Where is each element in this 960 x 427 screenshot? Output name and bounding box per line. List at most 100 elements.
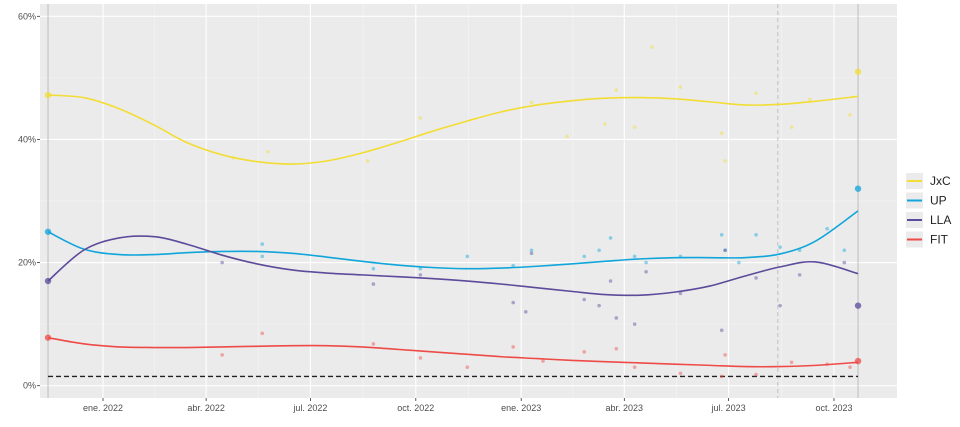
x-axis: ene. 2022 abr. 2022 jul. 2022 oct. 2022 ene.… — [83, 398, 853, 413]
up-poll-point — [754, 233, 758, 237]
jxc-trend-line — [47, 94, 859, 165]
lla-poll-point — [854, 302, 862, 309]
y-axis: 0% 20% 40% 60% — [18, 11, 40, 391]
up-poll-point — [371, 266, 376, 271]
up-poll-point — [465, 254, 470, 259]
x-tick-label: oct. 2022 — [397, 403, 434, 413]
jxc-poll-point — [614, 88, 619, 92]
fit-poll-point — [582, 350, 587, 354]
up-poll-point — [644, 260, 648, 265]
up-poll-point — [418, 266, 423, 271]
y-tick-label: 60% — [18, 11, 36, 21]
x-tick-label: oct. 2023 — [815, 403, 852, 413]
lla-poll-point — [842, 260, 847, 265]
fit-poll-point — [511, 345, 515, 349]
up-trend-line — [47, 210, 859, 270]
trend-lines — [47, 94, 859, 368]
jxc-poll-point — [854, 68, 862, 75]
lla-poll-point — [418, 273, 423, 277]
fit-poll-point — [371, 342, 376, 346]
jxc-poll-point — [632, 125, 637, 129]
lla-poll-point — [797, 273, 802, 277]
lla-poll-point — [644, 269, 648, 274]
jxc-poll-point — [789, 125, 794, 129]
fit-poll-point — [723, 353, 727, 357]
jxc-poll-point — [678, 85, 683, 89]
up-poll-point — [529, 248, 534, 253]
y-tick-label: 0% — [23, 381, 36, 391]
fit-poll-point — [465, 365, 470, 370]
up-poll-point — [854, 185, 862, 192]
fit-poll-point — [260, 331, 265, 336]
up-poll-point — [825, 226, 829, 231]
fit-poll-point — [848, 365, 852, 370]
y-tick-label: 20% — [18, 258, 36, 268]
up-poll-point — [608, 236, 613, 240]
jxc-poll-point — [723, 159, 727, 163]
jxc-poll-point — [754, 91, 758, 96]
poll-points — [44, 45, 862, 379]
fit-poll-point — [418, 356, 423, 360]
jxc-poll-point — [719, 131, 724, 136]
fit-poll-point — [754, 372, 758, 377]
fit-poll-point — [44, 334, 52, 341]
x-tick-label: ene. 2022 — [83, 403, 123, 413]
x-tick-label: abr. 2023 — [606, 403, 644, 413]
jxc-poll-point — [565, 134, 569, 139]
jxc-poll-point — [603, 122, 607, 126]
up-poll-point — [723, 248, 727, 253]
lla-poll-point — [371, 282, 376, 286]
major-gridlines — [40, 4, 897, 398]
up-legend-label: UP — [930, 194, 947, 208]
lla-poll-point — [582, 297, 587, 302]
lla-poll-point — [529, 251, 534, 256]
jxc-poll-point — [529, 100, 534, 105]
fit-poll-point — [678, 371, 683, 376]
up-poll-point — [260, 242, 265, 246]
fit-poll-point — [854, 357, 862, 365]
minor-gridlines — [40, 4, 897, 398]
lla-poll-point — [523, 310, 528, 314]
lla-poll-point — [632, 322, 637, 326]
y-tick-label: 40% — [18, 134, 36, 144]
lla-poll-point — [220, 260, 224, 265]
lla-poll-point — [723, 248, 727, 253]
lla-poll-point — [608, 279, 613, 283]
fit-poll-point — [632, 365, 637, 370]
up-poll-point — [511, 263, 515, 268]
fit-trend-line — [47, 336, 859, 368]
up-poll-point — [737, 260, 741, 265]
fit-poll-point — [614, 346, 619, 351]
fit-poll-point — [220, 353, 224, 357]
up-poll-point — [632, 254, 637, 259]
x-tick-label: jul. 2023 — [711, 403, 746, 413]
jxc-poll-point — [650, 45, 654, 49]
fit-legend-label: FIT — [930, 233, 949, 247]
lla-poll-point — [754, 276, 758, 280]
fit-poll-point — [789, 360, 794, 365]
up-poll-point — [842, 248, 847, 253]
jxc-poll-point — [848, 113, 852, 117]
lla-legend-label: LLA — [930, 213, 951, 227]
jxc-poll-point — [266, 149, 270, 154]
legend: JxC UP LLA FIT — [906, 173, 951, 248]
jxc-poll-point — [365, 159, 370, 163]
jxc-legend-label: JxC — [930, 174, 951, 188]
jxc-poll-point — [808, 97, 812, 102]
lla-trend-line — [47, 235, 859, 297]
x-tick-label: ene. 2023 — [501, 403, 541, 413]
fit-poll-point — [541, 359, 545, 363]
x-tick-label: abr. 2022 — [187, 403, 225, 413]
up-poll-point — [260, 254, 265, 259]
lla-poll-point — [597, 303, 601, 308]
lla-poll-point — [678, 291, 683, 296]
up-poll-point — [597, 248, 601, 253]
x-tick-label: jul. 2022 — [292, 403, 327, 413]
up-poll-point — [719, 233, 724, 237]
jxc-poll-point — [418, 116, 423, 120]
lla-poll-point — [511, 300, 515, 305]
lla-poll-point — [778, 303, 782, 308]
fit-poll-point — [719, 374, 724, 379]
up-poll-point — [582, 254, 587, 259]
